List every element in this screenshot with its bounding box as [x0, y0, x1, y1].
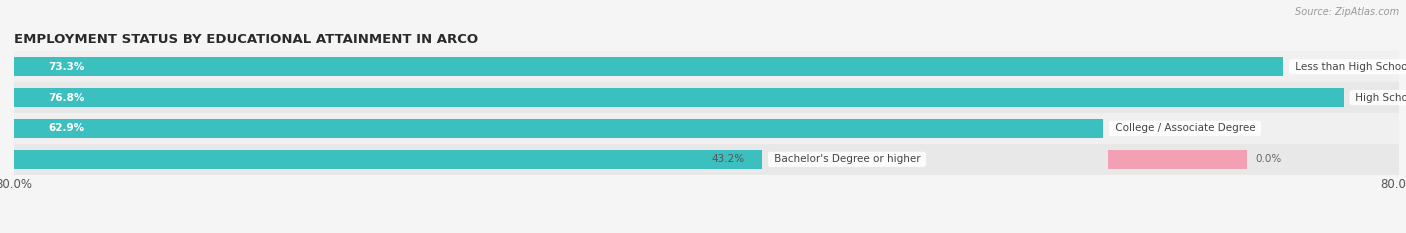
- Text: College / Associate Degree: College / Associate Degree: [1112, 123, 1258, 134]
- Bar: [14, 113, 1399, 144]
- Bar: [14, 119, 1102, 138]
- Bar: [14, 88, 1344, 107]
- Text: 62.9%: 62.9%: [49, 123, 84, 134]
- Text: Bachelor's Degree or higher: Bachelor's Degree or higher: [770, 154, 924, 164]
- Bar: [14, 51, 1399, 82]
- Bar: [14, 82, 1399, 113]
- Text: EMPLOYMENT STATUS BY EDUCATIONAL ATTAINMENT IN ARCO: EMPLOYMENT STATUS BY EDUCATIONAL ATTAINM…: [14, 33, 478, 46]
- Bar: [14, 57, 1284, 76]
- Bar: [14, 150, 762, 169]
- Bar: [14, 144, 1399, 175]
- Text: Less than High School: Less than High School: [1292, 62, 1406, 72]
- Text: 73.3%: 73.3%: [49, 62, 84, 72]
- Bar: [1108, 150, 1247, 169]
- Text: 76.8%: 76.8%: [49, 93, 84, 103]
- Text: Source: ZipAtlas.com: Source: ZipAtlas.com: [1295, 7, 1399, 17]
- Text: High School Diploma: High School Diploma: [1353, 93, 1406, 103]
- Text: 43.2%: 43.2%: [711, 154, 745, 164]
- Text: 0.0%: 0.0%: [1256, 154, 1281, 164]
